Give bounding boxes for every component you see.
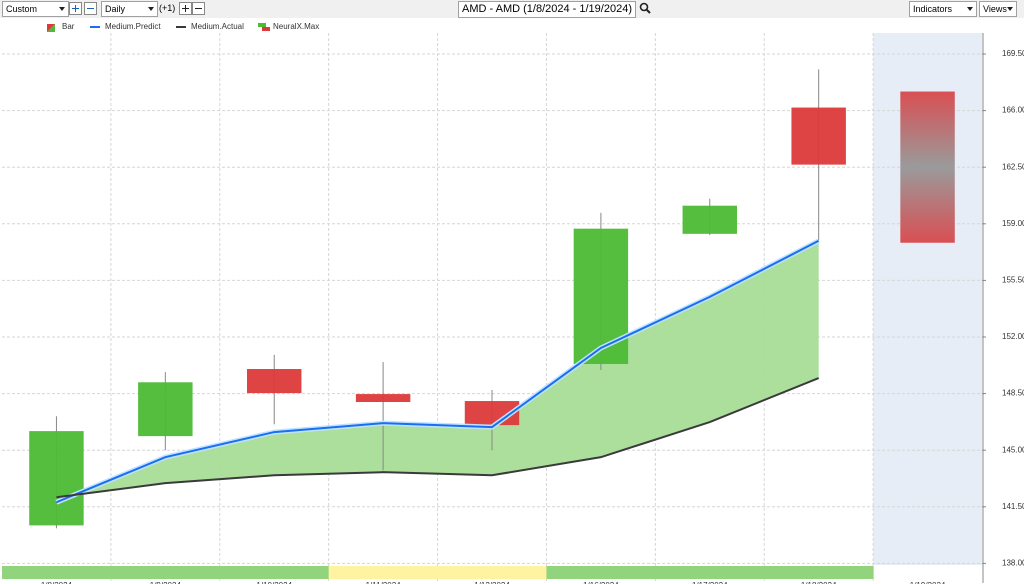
- legend-label: NeuralX.Max: [273, 22, 319, 31]
- x-tick-label: 1/16/2024: [583, 581, 619, 584]
- spread-area: [56, 240, 819, 503]
- x-tick-label: 1/12/2024: [474, 581, 510, 584]
- x-tick-label: 1/8/2024: [41, 581, 73, 584]
- interval-select[interactable]: Daily: [101, 1, 158, 17]
- legend-label: Medium.Actual: [191, 22, 244, 31]
- x-tick-label: 1/18/2024: [801, 581, 837, 584]
- x-tick-label: 1/9/2024: [150, 581, 182, 584]
- x-tick-label: 1/11/2024: [366, 581, 402, 584]
- y-tick-label: 141.50: [1002, 502, 1024, 511]
- chart-title: AMD - AMD (1/8/2024 - 1/19/2024): [458, 1, 636, 18]
- y-tick-label: 166.00: [1002, 106, 1024, 115]
- y-tick-label: 169.50: [1002, 49, 1024, 58]
- period-select[interactable]: Custom: [2, 1, 69, 17]
- toolbar: Custom Daily (+1) AMD - AMD (1/8/2024 - …: [0, 0, 1024, 18]
- zoom-in[interactable]: [69, 2, 82, 15]
- x-tick-label: 1/17/2024: [692, 581, 728, 584]
- y-tick-label: 145.00: [1002, 445, 1024, 454]
- y-tick-label: 148.50: [1002, 389, 1024, 398]
- candle-body: [138, 382, 193, 437]
- signal-cell: [2, 566, 112, 579]
- candle-body: [247, 369, 302, 394]
- forecast-bar: [900, 91, 955, 243]
- search-icon[interactable]: [639, 2, 652, 15]
- y-tick-label: 138.00: [1002, 558, 1024, 567]
- legend-label: Medium.Predict: [105, 22, 161, 31]
- y-tick-label: 152.00: [1002, 332, 1024, 341]
- y-tick-label: 162.50: [1002, 162, 1024, 171]
- legend-icon: [258, 23, 266, 27]
- legend-icon: [262, 27, 270, 31]
- x-tick-label: 1/19/2024: [910, 581, 946, 584]
- candle-body: [791, 107, 846, 165]
- views-select[interactable]: Views: [979, 1, 1017, 17]
- legend-icon: [47, 24, 55, 32]
- y-tick-label: 155.50: [1002, 276, 1024, 285]
- signal-cell: [764, 566, 874, 579]
- candle-body: [29, 431, 84, 526]
- zoom-out[interactable]: [84, 2, 97, 15]
- signal-cell: [110, 566, 221, 579]
- signal-cell: [437, 566, 547, 579]
- candle-body: [355, 394, 411, 403]
- chart: 138.00 141.50 145.00 148.50 152.00 155.50 159.…: [2, 22, 1024, 584]
- legend-label: Bar: [62, 22, 75, 31]
- indicators-select[interactable]: Indicators: [909, 1, 977, 17]
- signal-cell: [655, 566, 765, 579]
- y-tick-label: 159.00: [1002, 219, 1024, 228]
- offset-plus[interactable]: [179, 2, 192, 15]
- series-line: [56, 377, 820, 499]
- signal-cell: [328, 566, 439, 579]
- series-line: [56, 239, 820, 504]
- offset-minus[interactable]: [192, 2, 205, 15]
- candle-body: [682, 205, 737, 234]
- x-tick-label: 1/10/2024: [256, 581, 292, 584]
- candle-body: [573, 228, 629, 365]
- offset: (+1): [159, 3, 176, 13]
- signal-cell: [219, 566, 330, 579]
- signal-cell: [546, 566, 656, 579]
